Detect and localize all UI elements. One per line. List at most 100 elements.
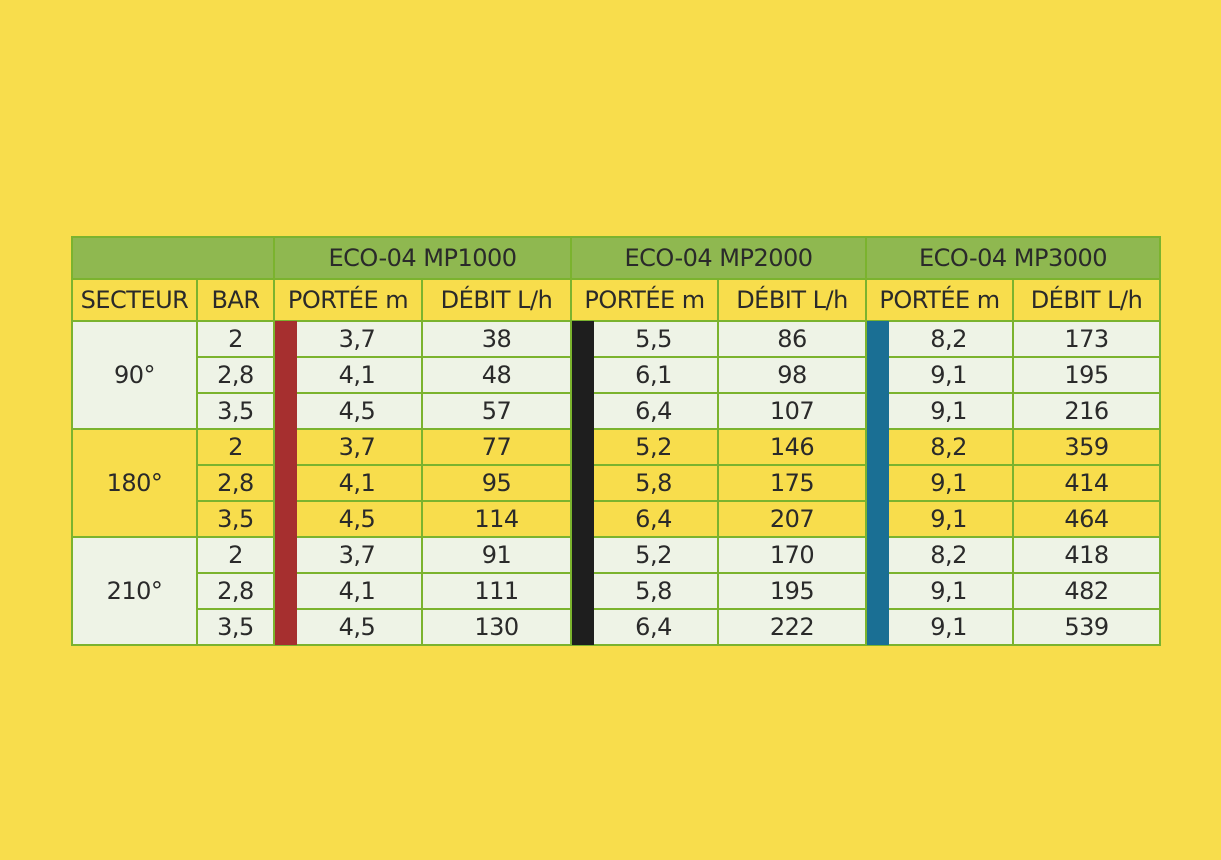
color-stripe-mp3000 <box>867 321 890 357</box>
range-cell-mp1000: 4,1 <box>273 572 423 610</box>
range-cell-mp1000: 3,7 <box>273 536 423 574</box>
color-stripe-mp2000 <box>572 465 595 501</box>
model-header-row: ECO-04 MP1000 ECO-04 MP2000 ECO-04 MP300… <box>71 236 1162 280</box>
range-cell-mp1000: 4,5 <box>273 500 423 538</box>
range-cell-mp2000: 5,2 <box>570 428 720 466</box>
model-header-mp3000: ECO-04 MP3000 <box>865 236 1162 280</box>
range-value: 4,5 <box>338 397 376 425</box>
range-cell-mp2000: 6,4 <box>570 500 720 538</box>
flow-cell-mp2000: 195 <box>717 572 868 610</box>
table-row: 2,8 4,1 111 5,8 195 9,1 482 <box>72 572 1162 610</box>
color-stripe-mp3000 <box>867 609 890 645</box>
color-stripe-mp1000 <box>275 537 297 573</box>
flow-cell-mp2000: 146 <box>717 428 868 466</box>
range-cell-mp3000: 9,1 <box>865 464 1015 502</box>
flow-cell-mp3000: 482 <box>1012 572 1162 610</box>
range-cell-mp2000: 6,1 <box>570 356 720 394</box>
column-header-portee-mp1000: PORTÉE m <box>273 278 423 322</box>
range-cell-mp3000: 9,1 <box>865 356 1015 394</box>
range-value: 5,2 <box>635 433 672 461</box>
model-header-mp2000: ECO-04 MP2000 <box>570 236 868 280</box>
model-header-mp1000: ECO-04 MP1000 <box>272 236 573 280</box>
bar-cell: 2 <box>196 428 275 466</box>
flow-cell-mp1000: 111 <box>420 572 573 610</box>
flow-cell-mp3000: 418 <box>1012 536 1162 574</box>
column-header-row: SECTEUR BAR PORTÉE m DÉBIT L/h PORTÉE m … <box>71 278 1162 322</box>
range-value: 4,1 <box>338 469 376 497</box>
range-cell-mp1000: 4,5 <box>273 392 423 430</box>
range-value: 9,1 <box>930 469 967 497</box>
range-cell-mp1000: 4,5 <box>273 608 423 646</box>
range-cell-mp3000: 9,1 <box>865 608 1015 646</box>
header-corner <box>71 236 275 280</box>
table-body: 90° 2 3,7 38 5,5 86 8,2 173 2,8 4,1 48 6,1 98 9,1 195 3… <box>71 320 1162 646</box>
range-cell-mp1000: 4,1 <box>273 464 423 502</box>
range-value: 4,5 <box>338 505 376 533</box>
table-row: 3,5 4,5 114 6,4 207 9,1 464 <box>72 500 1162 538</box>
range-value: 9,1 <box>930 397 967 425</box>
bar-cell: 3,5 <box>196 500 275 538</box>
color-stripe-mp1000 <box>275 357 297 393</box>
range-value: 5,2 <box>635 541 672 569</box>
bar-cell: 2 <box>196 536 275 574</box>
range-cell-mp3000: 9,1 <box>865 392 1015 430</box>
color-stripe-mp2000 <box>572 573 595 609</box>
range-value: 9,1 <box>930 613 967 641</box>
flow-cell-mp2000: 86 <box>717 320 868 358</box>
table-row: 3,5 4,5 57 6,4 107 9,1 216 <box>72 392 1162 430</box>
color-stripe-mp2000 <box>572 501 595 537</box>
column-header-portee-mp2000: PORTÉE m <box>570 278 720 322</box>
column-header-debit-mp2000: DÉBIT L/h <box>717 278 868 322</box>
range-cell-mp3000: 8,2 <box>865 320 1015 358</box>
range-value: 6,4 <box>635 505 672 533</box>
range-value: 3,7 <box>338 541 376 569</box>
color-stripe-mp1000 <box>275 609 297 645</box>
range-value: 3,7 <box>338 433 376 461</box>
range-cell-mp1000: 4,1 <box>273 356 423 394</box>
range-cell-mp3000: 8,2 <box>865 536 1015 574</box>
range-value: 9,1 <box>930 577 967 605</box>
column-header-bar: BAR <box>196 278 275 322</box>
bar-cell: 2,8 <box>196 464 275 502</box>
range-cell-mp2000: 5,5 <box>570 320 720 358</box>
range-value: 4,1 <box>338 577 376 605</box>
color-stripe-mp2000 <box>572 357 595 393</box>
range-cell-mp3000: 9,1 <box>865 572 1015 610</box>
range-value: 8,2 <box>930 541 967 569</box>
flow-cell-mp2000: 207 <box>717 500 868 538</box>
table-row: 2,8 4,1 95 5,8 175 9,1 414 <box>72 464 1162 502</box>
color-stripe-mp3000 <box>867 573 890 609</box>
color-stripe-mp1000 <box>275 429 297 465</box>
range-cell-mp2000: 5,8 <box>570 464 720 502</box>
range-cell-mp1000: 3,7 <box>273 428 423 466</box>
color-stripe-mp3000 <box>867 357 890 393</box>
bar-cell: 2 <box>196 320 275 358</box>
range-value: 4,1 <box>338 361 376 389</box>
table-row: 210° 2 3,7 91 5,2 170 8,2 418 <box>71 536 1162 646</box>
table-row: 180° 2 3,7 77 5,2 146 8,2 359 <box>71 428 1162 538</box>
range-value: 5,5 <box>635 325 672 353</box>
flow-cell-mp3000: 539 <box>1012 608 1162 646</box>
table-row: 3,5 4,5 130 6,4 222 9,1 539 <box>72 608 1162 646</box>
flow-cell-mp3000: 414 <box>1012 464 1162 502</box>
range-value: 9,1 <box>930 361 967 389</box>
column-header-secteur: SECTEUR <box>71 278 198 322</box>
range-cell-mp3000: 8,2 <box>865 428 1015 466</box>
flow-cell-mp1000: 95 <box>420 464 573 502</box>
color-stripe-mp3000 <box>867 465 890 501</box>
color-stripe-mp2000 <box>572 537 595 573</box>
flow-cell-mp3000: 195 <box>1012 356 1162 394</box>
range-value: 8,2 <box>930 433 967 461</box>
bar-cell: 3,5 <box>196 392 275 430</box>
color-stripe-mp2000 <box>572 393 595 429</box>
column-header-debit-mp1000: DÉBIT L/h <box>420 278 573 322</box>
color-stripe-mp1000 <box>275 393 297 429</box>
flow-cell-mp1000: 48 <box>420 356 573 394</box>
flow-cell-mp3000: 216 <box>1012 392 1162 430</box>
color-stripe-mp2000 <box>572 609 595 645</box>
range-value: 9,1 <box>930 505 967 533</box>
table-row: 90° 2 3,7 38 5,5 86 8,2 173 <box>71 320 1162 430</box>
color-stripe-mp3000 <box>867 429 890 465</box>
range-cell-mp2000: 5,2 <box>570 536 720 574</box>
flow-cell-mp1000: 38 <box>420 320 573 358</box>
